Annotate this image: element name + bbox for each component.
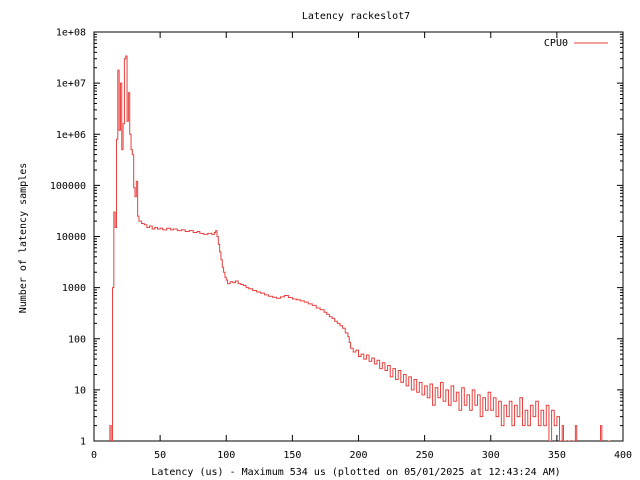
legend-label-cpu0: CPU0 xyxy=(544,38,568,49)
x-tick-label: 300 xyxy=(482,450,500,461)
x-axis-label: Latency (us) - Maximum 534 us (plotted o… xyxy=(151,467,560,478)
x-tick-label: 200 xyxy=(349,450,367,461)
plot-frame xyxy=(93,31,624,442)
x-tick-label: 350 xyxy=(548,450,566,461)
y-tick-label: 10000 xyxy=(56,232,86,243)
chart-title: Latency rackeslot7 xyxy=(302,11,410,22)
y-tick-label: 1000 xyxy=(62,283,86,294)
y-tick-label: 1e+07 xyxy=(56,79,86,90)
x-tick-label: 50 xyxy=(154,450,166,461)
x-tick-label: 100 xyxy=(217,450,235,461)
y-tick-label: 10 xyxy=(74,385,86,396)
x-tick-label: 150 xyxy=(283,450,301,461)
y-axis-label: Number of latency samples xyxy=(18,163,29,314)
y-tick-label: 100 xyxy=(68,334,86,345)
y-tick-label: 100000 xyxy=(50,181,86,192)
y-axis-ticks: 1 10 100 1000 10000 100000 1e+06 1e+07 1e+08 xyxy=(50,28,623,448)
y-tick-label: 1 xyxy=(80,437,86,448)
series-group xyxy=(109,55,611,441)
x-axis-ticks: 0 50 100 150 200 250 300 350 400 xyxy=(91,32,632,461)
x-tick-label: 400 xyxy=(614,450,632,461)
y-tick-label: 1e+08 xyxy=(56,28,86,39)
y-tick-label: 1e+06 xyxy=(56,130,86,141)
plot-frame-border xyxy=(93,31,624,442)
x-tick-label: 0 xyxy=(91,450,97,461)
x-tick-label: 250 xyxy=(416,450,434,461)
legend: CPU0 xyxy=(544,38,608,49)
series-line-cpu0 xyxy=(109,55,611,441)
